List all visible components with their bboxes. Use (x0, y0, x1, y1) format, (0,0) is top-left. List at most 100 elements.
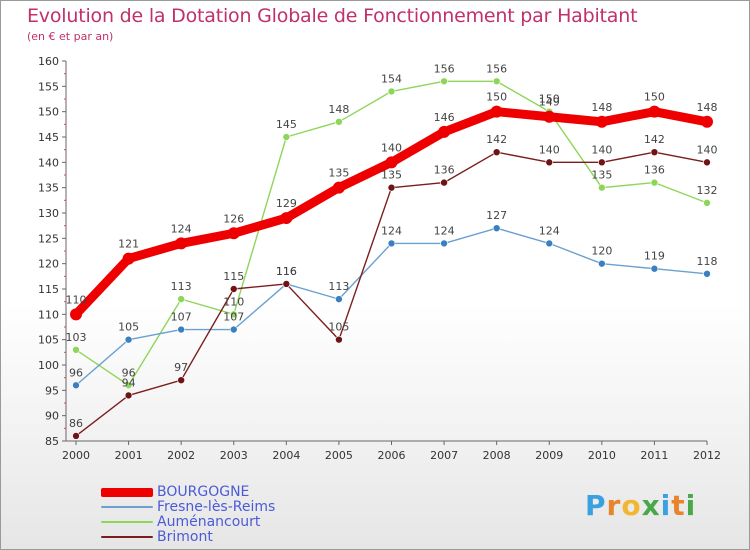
data-point-brimont (492, 148, 501, 156)
data-label-fresne: 124 (539, 224, 560, 237)
legend-swatch-bourgogne (101, 488, 153, 497)
data-label-fresne: 105 (118, 321, 139, 334)
data-label-fresne: 124 (434, 224, 455, 237)
x-tick-label: 2006 (378, 449, 406, 462)
data-point-bourgogne (385, 156, 398, 169)
data-label-aumenancourt: 145 (276, 118, 297, 131)
data-labels: 103 96 113 110 145 148 154 156 156 150 135 136 132 96… (66, 62, 718, 430)
chart-title: Evolution de la Dotation Globale de Fonc… (27, 5, 638, 27)
logo-letter: r (606, 489, 622, 522)
data-label-fresne: 96 (69, 366, 83, 379)
series-markers (70, 77, 713, 440)
logo-letter: P (585, 489, 607, 522)
data-point-bourgogne (595, 115, 608, 128)
data-label-brimont: 136 (434, 164, 455, 177)
data-label-fresne: 120 (591, 245, 612, 258)
y-tick-label: 150 (38, 106, 59, 119)
data-label-aumenancourt: 135 (591, 169, 612, 182)
y-tick-label: 110 (38, 308, 59, 321)
data-label-aumenancourt: 110 (223, 295, 244, 308)
data-label-brimont: 140 (591, 143, 612, 156)
x-tick-label: 2009 (535, 449, 563, 462)
legend-label-brimont: Brimont (157, 529, 213, 545)
data-point-aumenancourt (440, 77, 448, 86)
x-tick-label: 2000 (62, 449, 90, 462)
data-point-bourgogne (70, 308, 82, 321)
data-point-fresne (387, 239, 396, 248)
data-label-aumenancourt: 154 (381, 72, 402, 85)
series-lines (71, 80, 712, 437)
x-tick-label: 2007 (430, 449, 458, 462)
data-point-aumenancourt (335, 118, 343, 126)
x-tick-label: 2004 (272, 449, 300, 462)
y-tick-label: 100 (38, 359, 59, 372)
data-point-aumenancourt (387, 87, 396, 96)
data-point-aumenancourt (650, 178, 659, 187)
data-label-fresne: 107 (223, 311, 244, 324)
data-point-bourgogne (543, 110, 556, 123)
x-tick-label: 2010 (588, 449, 616, 462)
legend-label-fresne: Fresne-lès-Reims (157, 499, 276, 515)
y-tick-label: 90 (45, 410, 59, 423)
chart-subtitle: (en € et par an) (27, 30, 114, 43)
data-label-brimont: 142 (644, 133, 665, 146)
legend-label-aumenancourt: Auménancourt (157, 514, 261, 530)
data-point-aumenancourt (703, 199, 711, 207)
x-tick-label: 2011 (640, 449, 668, 462)
data-label-bourgogne: 126 (223, 212, 244, 225)
data-label-bourgogne: 129 (276, 197, 297, 210)
data-label-aumenancourt: 150 (539, 93, 560, 106)
data-point-brimont (335, 335, 343, 344)
y-tick-label: 95 (45, 384, 59, 397)
data-point-fresne (229, 325, 238, 334)
y-tick-label: 125 (38, 232, 59, 245)
data-label-bourgogne: 135 (328, 167, 349, 180)
data-point-fresne (598, 259, 606, 268)
y-tick-label: 145 (38, 131, 59, 144)
data-point-bourgogne (227, 227, 240, 240)
data-point-bourgogne (122, 252, 135, 265)
data-label-bourgogne: 149 (539, 96, 560, 109)
x-tick-label: 2005 (325, 449, 353, 462)
data-label-brimont: 140 (697, 143, 718, 156)
data-point-aumenancourt (124, 381, 133, 390)
data-label-fresne: 119 (644, 250, 665, 263)
data-label-bourgogne: 124 (171, 222, 192, 235)
data-point-aumenancourt (229, 310, 238, 319)
x-tick-label: 2001 (115, 449, 143, 462)
data-point-bourgogne (438, 125, 451, 138)
data-label-brimont: 140 (539, 143, 560, 156)
chart-axes: 8590951001051101151201251301351401451501… (38, 55, 721, 462)
data-point-aumenancourt (282, 133, 291, 141)
data-label-bourgogne: 148 (591, 101, 612, 114)
data-label-fresne: 116 (276, 265, 297, 278)
series-line-brimont (75, 151, 708, 437)
legend-swatch-aumenancourt (101, 521, 153, 523)
data-label-aumenancourt: 113 (171, 280, 192, 293)
data-label-bourgogne: 110 (66, 293, 87, 306)
data-point-fresne (177, 325, 185, 334)
data-point-fresne (124, 335, 133, 344)
legend-swatch-fresne (101, 506, 153, 508)
data-point-brimont (124, 391, 133, 400)
data-point-aumenancourt (492, 77, 501, 86)
data-point-bourgogne (490, 105, 503, 118)
y-tick-label: 85 (45, 435, 59, 448)
x-tick-label: 2003 (220, 449, 248, 462)
data-label-brimont: 97 (174, 361, 188, 374)
y-tick-label: 140 (38, 156, 59, 169)
data-label-aumenancourt: 136 (644, 164, 665, 177)
data-point-fresne (492, 224, 501, 232)
data-point-brimont (545, 158, 554, 167)
data-point-brimont (72, 432, 80, 440)
data-point-brimont (703, 158, 711, 167)
data-point-brimont (229, 285, 238, 293)
data-point-bourgogne (175, 237, 188, 250)
data-point-brimont (177, 376, 185, 385)
data-point-fresne (335, 295, 343, 303)
logo-letter: o (621, 489, 642, 522)
data-point-fresne (72, 381, 80, 390)
data-point-fresne (440, 239, 448, 248)
